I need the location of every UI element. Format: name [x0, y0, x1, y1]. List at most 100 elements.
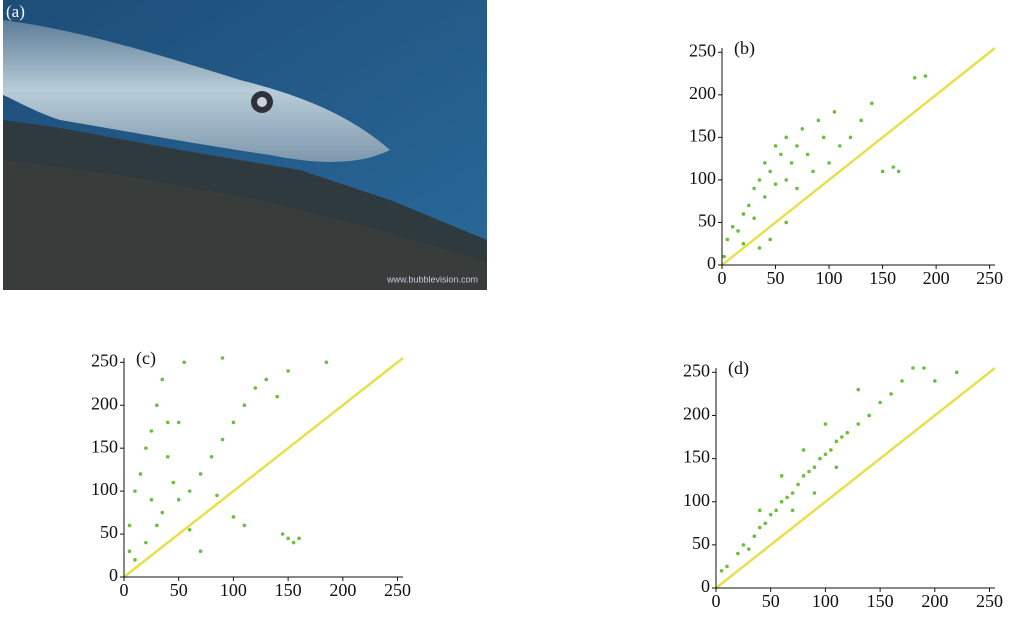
- x-tick-label: 150: [275, 580, 302, 600]
- x-tick-label: 250: [976, 268, 1003, 288]
- point: [802, 474, 806, 478]
- point: [752, 187, 756, 191]
- x-tick-label: 50: [767, 268, 785, 288]
- point: [150, 498, 154, 502]
- point: [292, 541, 296, 545]
- point: [747, 204, 751, 208]
- watermark: www.bubblevision.com: [386, 274, 478, 284]
- point: [763, 195, 767, 199]
- point: [720, 569, 724, 573]
- point: [177, 421, 181, 425]
- point: [243, 524, 247, 528]
- point: [849, 136, 853, 140]
- x-tick-label: 200: [329, 580, 356, 600]
- panel-label: (a): [6, 2, 25, 21]
- point: [922, 366, 926, 370]
- point: [199, 472, 203, 476]
- point: [736, 552, 740, 556]
- x-tick-label: 0: [718, 268, 727, 288]
- point: [758, 509, 762, 513]
- point: [768, 170, 772, 174]
- point: [769, 513, 773, 517]
- point: [791, 491, 795, 495]
- point: [325, 360, 329, 364]
- point: [166, 455, 170, 459]
- point: [774, 509, 778, 513]
- point: [747, 547, 751, 551]
- point: [779, 153, 783, 157]
- point: [253, 386, 257, 390]
- point: [889, 392, 893, 396]
- x-tick-label: 150: [867, 591, 894, 611]
- y-tick-label: 100: [683, 490, 710, 510]
- point: [221, 438, 225, 442]
- point: [264, 378, 268, 382]
- point: [763, 161, 767, 165]
- point: [155, 403, 159, 407]
- point: [275, 395, 279, 399]
- point: [807, 470, 811, 474]
- y-tick-label: 150: [91, 436, 118, 456]
- point: [281, 532, 285, 536]
- point: [856, 422, 860, 426]
- point: [215, 494, 219, 498]
- point: [139, 472, 143, 476]
- y-tick-label: 0: [707, 253, 716, 273]
- y-tick-label: 200: [91, 393, 118, 413]
- point: [160, 378, 164, 382]
- point: [780, 500, 784, 504]
- point: [128, 524, 132, 528]
- y-tick-label: 250: [683, 360, 710, 380]
- y-tick-label: 150: [689, 125, 716, 145]
- point: [827, 161, 831, 165]
- point: [722, 255, 726, 259]
- point: [768, 238, 772, 242]
- point: [791, 509, 795, 513]
- x-tick-label: 0: [712, 591, 721, 611]
- y-tick-label: 200: [683, 404, 710, 424]
- point: [232, 515, 236, 519]
- point: [835, 440, 839, 444]
- point: [795, 187, 799, 191]
- y-tick-label: 200: [689, 83, 716, 103]
- point: [813, 465, 817, 469]
- point: [813, 491, 817, 495]
- point: [752, 216, 756, 220]
- point: [133, 489, 137, 493]
- point: [171, 481, 175, 485]
- point: [758, 526, 762, 530]
- point: [924, 74, 928, 78]
- diagonal-line: [722, 48, 995, 265]
- y-tick-label: 250: [689, 40, 716, 60]
- point: [232, 421, 236, 425]
- point: [784, 178, 788, 182]
- point: [838, 144, 842, 148]
- point: [286, 537, 290, 541]
- point: [177, 498, 181, 502]
- point: [133, 558, 137, 562]
- figure: (a) www.bubblevision.com 0 50 100 150 200 250…: [0, 0, 1016, 613]
- point: [144, 541, 148, 545]
- point: [911, 366, 915, 370]
- point: [913, 76, 917, 80]
- x-tick-label: 0: [120, 580, 129, 600]
- point: [856, 388, 860, 392]
- point: [817, 119, 821, 123]
- point: [166, 421, 170, 425]
- x-tick-label: 250: [384, 580, 411, 600]
- point: [811, 170, 815, 174]
- point: [221, 356, 225, 360]
- point: [731, 225, 735, 229]
- y-tick-label: 0: [109, 565, 118, 585]
- point: [243, 403, 247, 407]
- point: [818, 457, 822, 461]
- point: [829, 448, 833, 452]
- point: [182, 360, 186, 364]
- y-tick-label: 250: [91, 350, 118, 370]
- x-tick-label: 50: [762, 591, 780, 611]
- point: [742, 543, 746, 547]
- point: [742, 212, 746, 216]
- point: [835, 465, 839, 469]
- point: [933, 379, 937, 383]
- point: [806, 153, 810, 157]
